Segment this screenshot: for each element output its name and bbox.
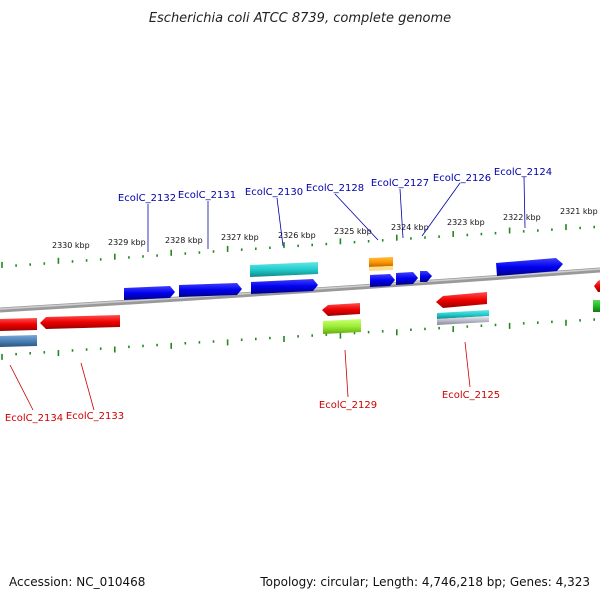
scale-tick-label: 2325 kbp bbox=[334, 227, 372, 236]
scale-top bbox=[1, 224, 596, 268]
gene-label-ecolc-2133[interactable]: EcolC_2133 bbox=[66, 411, 124, 422]
feature-green-edge[interactable] bbox=[593, 300, 600, 312]
gene-label-ecolc-2130[interactable]: EcolC_2130 bbox=[245, 187, 303, 198]
reverse-features bbox=[0, 280, 600, 347]
gene-arrow-ecolc-2133[interactable] bbox=[40, 315, 120, 329]
scale-tick-label: 2329 kbp bbox=[108, 238, 146, 247]
gene-label-ecolc-2125[interactable]: EcolC_2125 bbox=[442, 390, 500, 401]
gene-arrow-ecolc-2132[interactable] bbox=[124, 286, 175, 300]
gene-arrow-ecolc-2124[interactable] bbox=[496, 258, 563, 276]
top-label-connectors bbox=[147, 176, 526, 252]
gene-label-ecolc-2126[interactable]: EcolC_2126 bbox=[433, 173, 491, 184]
top-gene-labels: EcolC_2132 EcolC_2131 EcolC_2130 EcolC_2… bbox=[118, 167, 552, 204]
gene-label-ecolc-2129[interactable]: EcolC_2129 bbox=[319, 400, 377, 411]
genome-summary-text: Topology: circular; Length: 4,746,218 bp… bbox=[259, 575, 590, 589]
scale-tick-label: 2326 kbp bbox=[278, 231, 316, 240]
connector-2128 bbox=[334, 193, 379, 241]
scale-tick-label: 2324 kbp bbox=[391, 223, 429, 232]
scale-tick-label: 2321 kbp bbox=[560, 207, 598, 216]
gene-arrow-ecolc-2130[interactable] bbox=[251, 279, 318, 294]
gene-label-ecolc-2124[interactable]: EcolC_2124 bbox=[494, 167, 552, 178]
connector-2126 bbox=[421, 182, 461, 237]
scale-tick-label: 2327 kbp bbox=[221, 233, 259, 242]
gene-label-ecolc-2132[interactable]: EcolC_2132 bbox=[118, 193, 176, 204]
gene-arrow-ecolc-2131[interactable] bbox=[179, 283, 242, 297]
gene-arrow-ecolc-2128[interactable] bbox=[370, 274, 395, 287]
connector-2129 bbox=[344, 349, 349, 398]
feature-orange-2128-shadow bbox=[369, 266, 393, 271]
bottom-label-connectors bbox=[9, 341, 471, 411]
accession-text: Accession: NC_010468 bbox=[9, 575, 145, 589]
gene-label-ecolc-2134[interactable]: EcolC_2134 bbox=[5, 413, 63, 424]
scale-tick-label: 2322 kbp bbox=[503, 213, 541, 222]
connector-2134 bbox=[9, 364, 34, 411]
gene-label-ecolc-2127[interactable]: EcolC_2127 bbox=[371, 178, 429, 189]
map-title: Escherichia coli ATCC 8739, complete gen… bbox=[149, 11, 451, 26]
scale-tick-label: 2328 kbp bbox=[165, 236, 203, 245]
scale-labels: 2330 kbp 2329 kbp 2328 kbp 2327 kbp 2326… bbox=[52, 207, 598, 250]
connector-2127 bbox=[399, 188, 404, 239]
scale-tick-label: 2330 kbp bbox=[52, 241, 90, 250]
connector-2124 bbox=[523, 176, 526, 229]
gene-label-ecolc-2128[interactable]: EcolC_2128 bbox=[306, 183, 364, 194]
feature-cyan-2130[interactable] bbox=[250, 262, 318, 277]
gene-arrow-ecolc-2126[interactable] bbox=[420, 271, 432, 282]
feature-lime-2129[interactable] bbox=[323, 319, 361, 334]
gene-arrow-ecolc-2134[interactable] bbox=[0, 318, 37, 331]
bottom-gene-labels: EcolC_2134 EcolC_2133 EcolC_2129 EcolC_2… bbox=[5, 390, 500, 424]
feature-orange-2128[interactable] bbox=[369, 257, 393, 267]
connector-2133 bbox=[80, 362, 95, 411]
scale-tick-label: 2323 kbp bbox=[447, 218, 485, 227]
feature-gray-2125[interactable] bbox=[437, 316, 489, 325]
connector-2130 bbox=[276, 197, 284, 247]
forward-features bbox=[124, 257, 563, 300]
gene-label-ecolc-2131[interactable]: EcolC_2131 bbox=[178, 190, 236, 201]
feature-steel-2134[interactable] bbox=[0, 335, 37, 347]
gene-arrow-ecolc-2127[interactable] bbox=[396, 272, 418, 285]
feature-red-edge[interactable] bbox=[594, 280, 600, 292]
connector-2125 bbox=[464, 341, 471, 388]
gene-arrow-ecolc-2125[interactable] bbox=[436, 292, 487, 308]
gene-arrow-ecolc-2129[interactable] bbox=[322, 303, 360, 316]
